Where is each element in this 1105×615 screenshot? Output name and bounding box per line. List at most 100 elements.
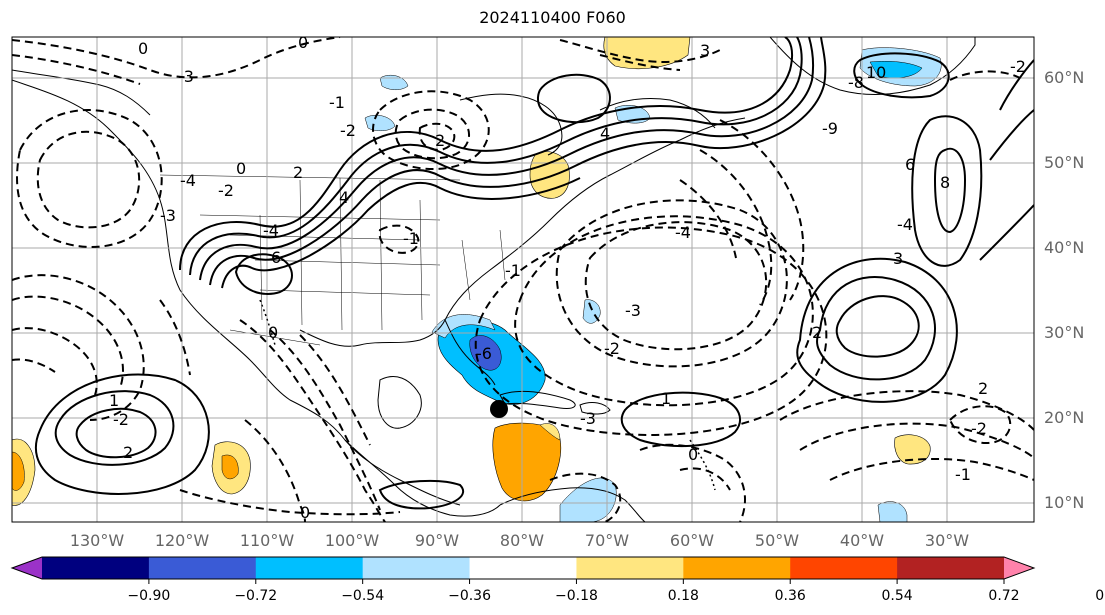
solid-contour-layer (34, 37, 1034, 510)
lat-label: 20°N (1044, 408, 1084, 427)
contour-label: -3 (580, 409, 596, 428)
contour-label: -2 (1010, 57, 1026, 76)
coastline-labrador (599, 97, 716, 129)
contour-label: -1 (403, 229, 419, 248)
lon-label: 80°W (500, 531, 544, 550)
contour-label: 0 (298, 33, 308, 52)
contour-label: -3 (625, 301, 641, 320)
map-title: 2024110400 F060 (479, 8, 626, 27)
contour-label: -9 (822, 119, 838, 138)
colorbar-tick-label: 0.90 (1095, 588, 1105, 604)
colorbar-segment (790, 557, 898, 579)
colorbar-segment (897, 557, 1005, 579)
contour-label: 3 (893, 249, 903, 268)
lat-label: 50°N (1044, 153, 1084, 172)
contour-label: 4 (339, 188, 349, 207)
shade-light-yellow-caribbean (539, 423, 561, 441)
contour-label: 2 (812, 323, 822, 342)
lon-label: 90°W (415, 531, 459, 550)
shade-dark-blue-florida (469, 335, 502, 371)
colorbar-segment (42, 557, 150, 579)
lat-label: 40°N (1044, 238, 1084, 257)
contour-label: 4 (600, 124, 610, 143)
longitude-labels: 130°W 120°W 110°W 100°W 90°W 80°W 70°W 6… (70, 531, 969, 550)
contour-label-layer: 0 0 0 3 2 -3 4 2 -1 -2 0 -2 -3 -4 6 -4 4… (109, 33, 1026, 522)
coastline-east (444, 117, 746, 321)
contour-label: 3 (700, 41, 710, 60)
map-frame (11, 36, 1035, 523)
colorbar-tick-label: 0.54 (882, 588, 913, 604)
contour-label: 2 (293, 163, 303, 182)
colorbar-outline (10, 556, 1036, 580)
contour-label: -4 (675, 223, 691, 242)
colorbar-segment (469, 557, 577, 579)
colorbar-segment (148, 557, 257, 579)
contour-label: -2 (218, 181, 234, 200)
contour-label: -2 (113, 410, 129, 429)
lon-label: 110°W (240, 531, 295, 550)
coastline-south-america (499, 487, 646, 522)
lat-label: 30°N (1044, 323, 1084, 342)
contour-label: 0 (138, 39, 148, 58)
shade-lightblue-rockies (379, 75, 409, 90)
lat-label: 60°N (1044, 68, 1084, 87)
contour-label: 1 (109, 391, 119, 410)
contour-label: -1 (329, 93, 345, 112)
colorbar-tick-label: −0.90 (127, 588, 170, 604)
contour-label: -1 (505, 261, 521, 280)
colorbar-tick-label: 0.36 (775, 588, 806, 604)
lon-label: 100°W (325, 531, 380, 550)
dashed-contour-layer (12, 37, 1034, 522)
lon-label: 30°W (925, 531, 969, 550)
contour-label: -4 (897, 215, 913, 234)
lon-label: 40°W (840, 531, 884, 550)
contour-label: 2 (978, 379, 988, 398)
contour-label: -2 (340, 121, 356, 140)
storm-center-marker (490, 400, 508, 418)
lon-label: 120°W (155, 531, 210, 550)
contour-label: 2 (123, 443, 133, 462)
shaded-field-layer (12, 37, 942, 522)
contour-label: 10 (866, 63, 886, 82)
contour-label: -4 (180, 171, 196, 190)
contour-label: 2 (435, 131, 445, 150)
lon-label: 70°W (585, 531, 629, 550)
shade-yellow-canada (529, 151, 570, 199)
contour-label: -2 (971, 419, 987, 438)
colorbar-segment (255, 557, 364, 579)
colorbar-tick-label: −0.36 (448, 588, 491, 604)
lon-label: 130°W (70, 531, 125, 550)
shade-orange-pacific (221, 454, 239, 480)
colorbar-segment (362, 557, 471, 579)
contour-label: 6 (271, 248, 281, 267)
colorbar-extend-low (12, 557, 42, 579)
coastline-cuba (499, 390, 576, 409)
contour-label: 8 (940, 173, 950, 192)
contour-label: -6 (476, 344, 492, 363)
colorbar-tick-label: −0.18 (555, 588, 598, 604)
colorbar-segment (576, 557, 684, 579)
lon-label: 60°W (670, 531, 714, 550)
contour-label: -3 (160, 206, 176, 225)
zero-contour-layer (259, 299, 716, 491)
colorbar-tick-label: 0.18 (668, 588, 699, 604)
contour-label: -1 (955, 465, 971, 484)
colorbar-tick-label: −0.54 (341, 588, 384, 604)
coastline-central-america (344, 439, 501, 517)
coastline-hispaniola (579, 402, 611, 415)
contour-label: 6 (905, 155, 915, 174)
coastline-alaska (12, 69, 151, 116)
colorbar-segment (683, 557, 791, 579)
lat-label: 10°N (1044, 493, 1084, 512)
latitude-labels: 60°N 50°N 40°N 30°N 20°N 10°N (1044, 68, 1084, 512)
contour-label: 0 (236, 159, 246, 178)
colorbar-tick-label: −0.72 (234, 588, 277, 604)
contour-label: 0 (300, 503, 310, 522)
shade-orange-caribbean (492, 422, 561, 502)
lon-label: 50°W (755, 531, 799, 550)
contour-label: -4 (263, 221, 279, 240)
contour-label: 1 (661, 389, 671, 408)
coastline-north-america (12, 79, 461, 506)
colorbar-extend-high (1004, 557, 1034, 579)
